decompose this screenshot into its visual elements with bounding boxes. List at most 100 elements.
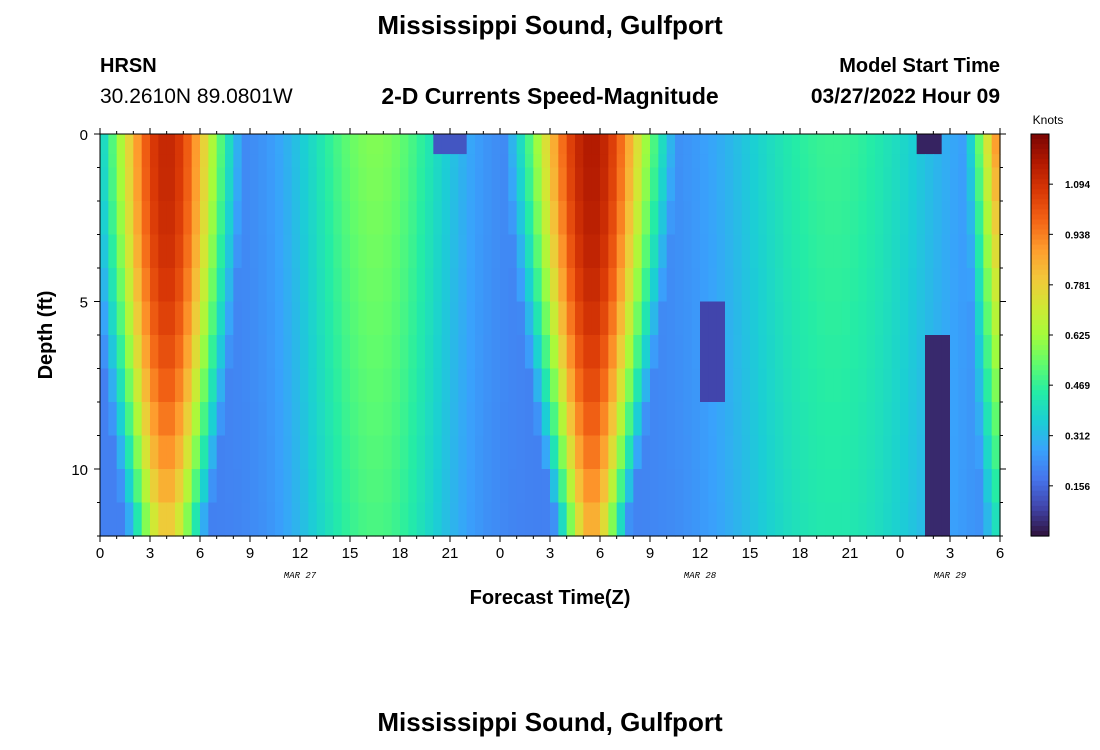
heatmap-cell — [216, 154, 226, 169]
heatmap-cell — [108, 234, 118, 269]
heatmap-cell — [475, 134, 484, 155]
colorbar-segment — [1031, 184, 1049, 190]
heatmap-cell — [125, 502, 134, 537]
heatmap-cell — [875, 268, 884, 303]
heatmap-cell — [525, 435, 534, 470]
heatmap-cell — [925, 154, 934, 169]
heatmap-cell — [750, 435, 759, 470]
heatmap-cell — [541, 435, 551, 470]
heatmap-cell — [691, 435, 701, 470]
heatmap-cell — [908, 301, 918, 336]
heatmap-cell — [266, 154, 276, 169]
heatmap-cell — [391, 234, 401, 269]
heatmap-cell — [791, 201, 801, 236]
heatmap-cell — [241, 335, 251, 370]
heatmap-cell — [108, 368, 118, 403]
heatmap-cell — [758, 201, 768, 236]
colorbar-segment — [1031, 214, 1049, 221]
colorbar-tick-label: 1.094 — [1065, 180, 1090, 191]
heatmap-cell — [266, 502, 276, 537]
heatmap-cell — [175, 234, 184, 269]
heatmap-cell — [683, 134, 693, 155]
heatmap-cell — [125, 368, 134, 403]
heatmap-cell — [525, 268, 534, 303]
colorbar-segment — [1031, 279, 1049, 286]
heatmap-cell — [275, 469, 284, 504]
heatmap-cell — [900, 154, 909, 169]
heatmap-cell — [350, 435, 359, 470]
colorbar-tick-label: 0.469 — [1065, 381, 1090, 392]
heatmap-cell — [158, 167, 168, 202]
colorbar-segment — [1031, 294, 1049, 301]
heatmap-cell — [500, 154, 509, 169]
heatmap-cell — [141, 234, 151, 269]
heatmap-cell — [900, 435, 909, 470]
heatmap-cell — [316, 435, 326, 470]
heatmap-cell — [291, 502, 301, 537]
heatmap-cell — [133, 201, 143, 236]
heatmap-cell — [350, 502, 359, 537]
heatmap-cell — [183, 134, 193, 155]
heatmap-cell — [250, 402, 259, 437]
heatmap-cell — [458, 134, 468, 155]
colorbar-tick-label: 0.625 — [1065, 331, 1090, 342]
heatmap-cell — [966, 154, 976, 169]
heatmap-cell — [866, 335, 876, 370]
heatmap-cell — [683, 167, 693, 202]
heatmap-cell — [800, 234, 809, 269]
heatmap-cell — [308, 134, 318, 155]
heatmap-cell — [700, 268, 709, 303]
heatmap-cell — [591, 268, 601, 303]
heatmap-cell — [433, 469, 443, 504]
heatmap-cell — [508, 167, 518, 202]
heatmap-cell — [758, 502, 768, 537]
heatmap-cell — [700, 435, 709, 470]
heatmap-cell — [291, 335, 301, 370]
heatmap-cell — [566, 301, 576, 336]
colorbar-segment — [1031, 420, 1049, 427]
heatmap-cell — [108, 402, 118, 437]
heatmap-cell — [225, 502, 234, 537]
heatmap-cell — [991, 502, 1001, 537]
heatmap-cell — [233, 435, 243, 470]
heatmap-cell — [958, 301, 968, 336]
heatmap-cell — [958, 134, 968, 155]
heatmap-cell — [233, 335, 243, 370]
heatmap-cell — [841, 167, 851, 202]
heatmap-cell — [975, 167, 984, 202]
heatmap-cell — [458, 234, 468, 269]
heatmap-cell — [316, 469, 326, 504]
heatmap-cell — [150, 502, 159, 537]
heatmap-cell — [866, 469, 876, 504]
heatmap-cell — [666, 402, 676, 437]
heatmap-cell — [358, 301, 368, 336]
heatmap-cell — [983, 368, 993, 403]
heatmap-cell — [575, 502, 584, 537]
heatmap-cell — [533, 201, 543, 236]
heatmap-cell — [200, 469, 209, 504]
heatmap-cell — [466, 502, 476, 537]
heatmap-cell — [600, 335, 609, 370]
heatmap-cell — [608, 435, 618, 470]
colorbar-segment — [1031, 284, 1049, 291]
heatmap-cell — [716, 154, 726, 169]
heatmap-cell — [658, 234, 668, 269]
heatmap-cell — [516, 201, 526, 236]
heatmap-cell — [875, 469, 884, 504]
heatmap-cell — [366, 502, 376, 537]
heatmap-cell — [450, 502, 459, 537]
heatmap-cell — [783, 234, 793, 269]
heatmap-cell — [741, 301, 751, 336]
heatmap-cell — [758, 301, 768, 336]
heatmap-cell — [466, 402, 476, 437]
heatmap-cell — [425, 234, 434, 269]
heatmap-cell — [566, 402, 576, 437]
heatmap-cell — [316, 268, 326, 303]
heatmap-cell — [333, 469, 343, 504]
heatmap-cell — [208, 502, 218, 537]
heatmap-cell — [850, 268, 859, 303]
heatmap-cell — [225, 469, 234, 504]
heatmap-cell — [391, 469, 401, 504]
heatmap-cell — [483, 268, 493, 303]
